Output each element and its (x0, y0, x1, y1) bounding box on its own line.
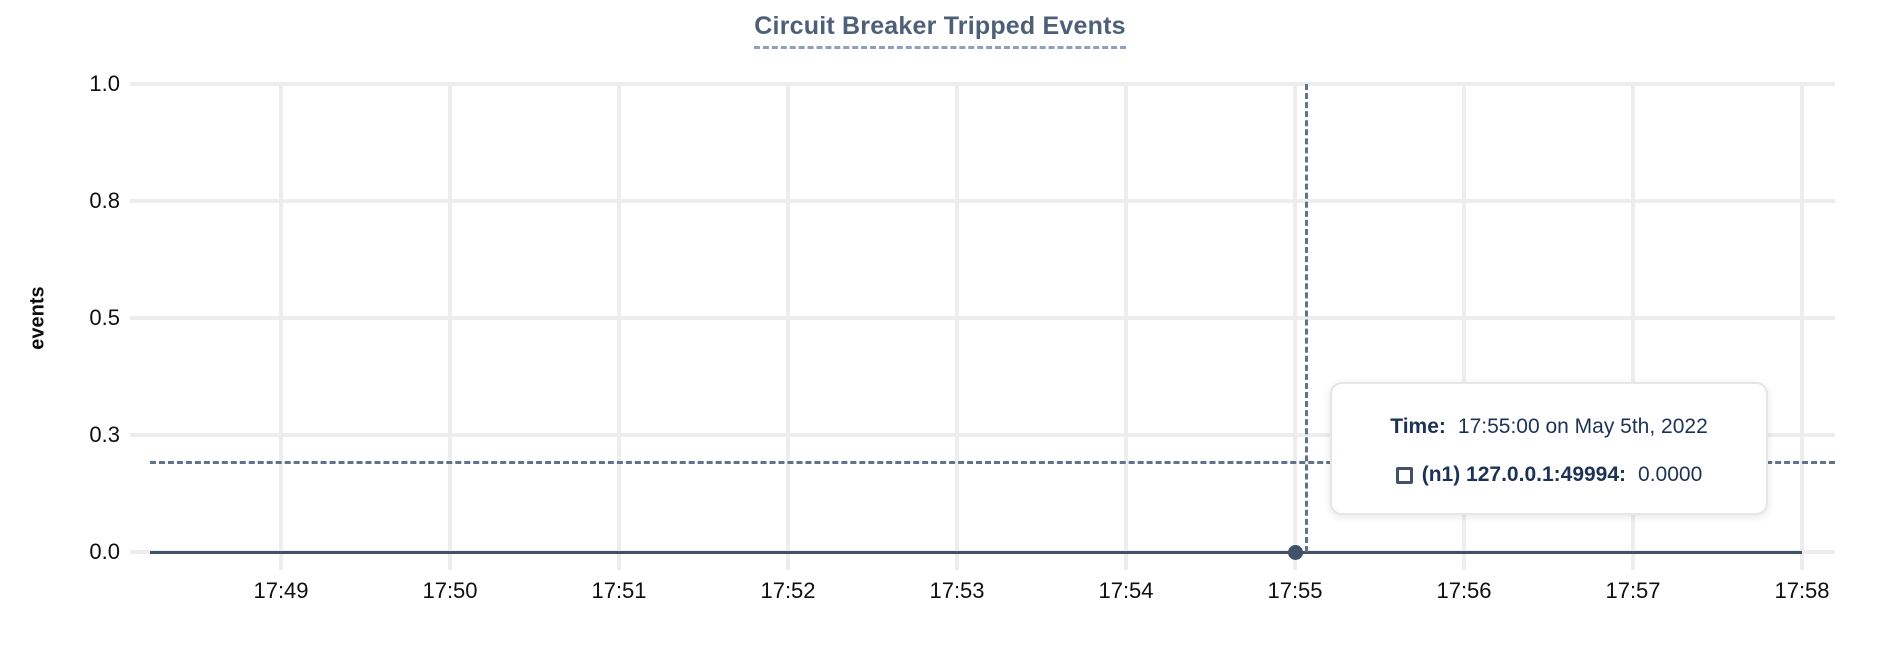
x-tick-label: 17:50 (422, 578, 478, 603)
y-gridline (130, 199, 1835, 203)
hovered-data-point (1288, 545, 1303, 560)
y-gridline (130, 82, 1835, 86)
y-tick-label: 0.5 (89, 305, 120, 330)
crosshair-horizontal (150, 461, 1835, 464)
y-gridline (130, 316, 1835, 320)
x-tick-label: 17:49 (253, 578, 309, 603)
chart-title[interactable]: Circuit Breaker Tripped Events (754, 12, 1126, 49)
x-gridline (448, 84, 452, 570)
x-gridline (955, 84, 959, 570)
x-gridline (617, 84, 621, 570)
x-tick-label: 17:51 (591, 578, 647, 603)
y-tick-label: 0.3 (89, 422, 120, 447)
tooltip-series-value: 0.0000 (1638, 463, 1703, 486)
x-gridline (786, 84, 790, 570)
x-tick-label: 17:55 (1267, 578, 1323, 603)
tooltip-time-label: Time: (1390, 415, 1446, 438)
y-tick-label: 0.0 (89, 539, 120, 564)
x-gridline (1124, 84, 1128, 570)
y-tick-label: 1.0 (89, 71, 120, 96)
tooltip-time-row: Time: 17:55:00 on May 5th, 2022 (1390, 413, 1708, 441)
x-gridline (1293, 84, 1297, 570)
y-gridline (130, 433, 1835, 437)
x-gridline (1800, 84, 1804, 570)
x-tick-label: 17:54 (1098, 578, 1154, 603)
tooltip-time-value: 17:55:00 on May 5th, 2022 (1457, 415, 1708, 438)
y-tick-label: 0.8 (89, 188, 120, 213)
x-gridline (1462, 84, 1466, 570)
tooltip-series-row: (n1) 127.0.0.1:49994: 0.0000 (1395, 461, 1703, 489)
series-line (150, 551, 1802, 554)
x-gridline (1631, 84, 1635, 570)
x-gridline (279, 84, 283, 570)
series-swatch-icon (1395, 466, 1413, 484)
hover-tooltip: Time: 17:55:00 on May 5th, 2022 (n1) 127… (1330, 382, 1768, 515)
tooltip-series-label: (n1) 127.0.0.1:49994: (1421, 463, 1627, 486)
x-tick-label: 17:53 (929, 578, 985, 603)
chart-header: Circuit Breaker Tripped Events (0, 12, 1880, 49)
x-tick-label: 17:57 (1605, 578, 1661, 603)
x-tick-label: 17:58 (1774, 578, 1830, 603)
x-tick-label: 17:56 (1436, 578, 1492, 603)
crosshair-vertical (1305, 84, 1308, 552)
x-tick-label: 17:52 (760, 578, 816, 603)
